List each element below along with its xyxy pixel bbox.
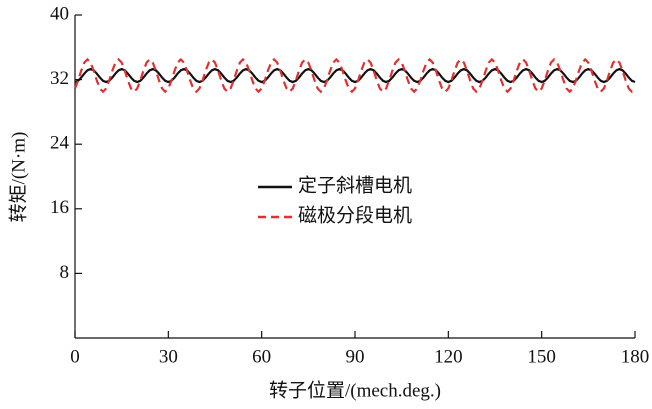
legend-label: 定子斜槽电机 [298,174,412,196]
y-tick-label: 24 [50,133,70,154]
y-axis-label: 转矩/(N·m) [7,132,29,223]
x-tick-label: 60 [252,346,271,367]
series-line [73,57,636,94]
x-tick-label: 180 [621,346,650,367]
y-tick-label: 16 [50,197,69,218]
y-tick-label: 32 [50,68,69,89]
y-tick-label: 8 [60,262,70,283]
y-tick-label: 40 [50,3,69,24]
x-tick-label: 90 [346,346,365,367]
x-tick-label: 30 [159,346,178,367]
x-tick-label: 150 [527,346,556,367]
series-line [74,67,636,84]
x-tick-label: 120 [434,346,463,367]
x-axis-label: 转子位置/(mech.deg.) [269,379,441,401]
legend-label: 磁极分段电机 [298,204,412,226]
x-tick-label: 0 [70,346,80,367]
